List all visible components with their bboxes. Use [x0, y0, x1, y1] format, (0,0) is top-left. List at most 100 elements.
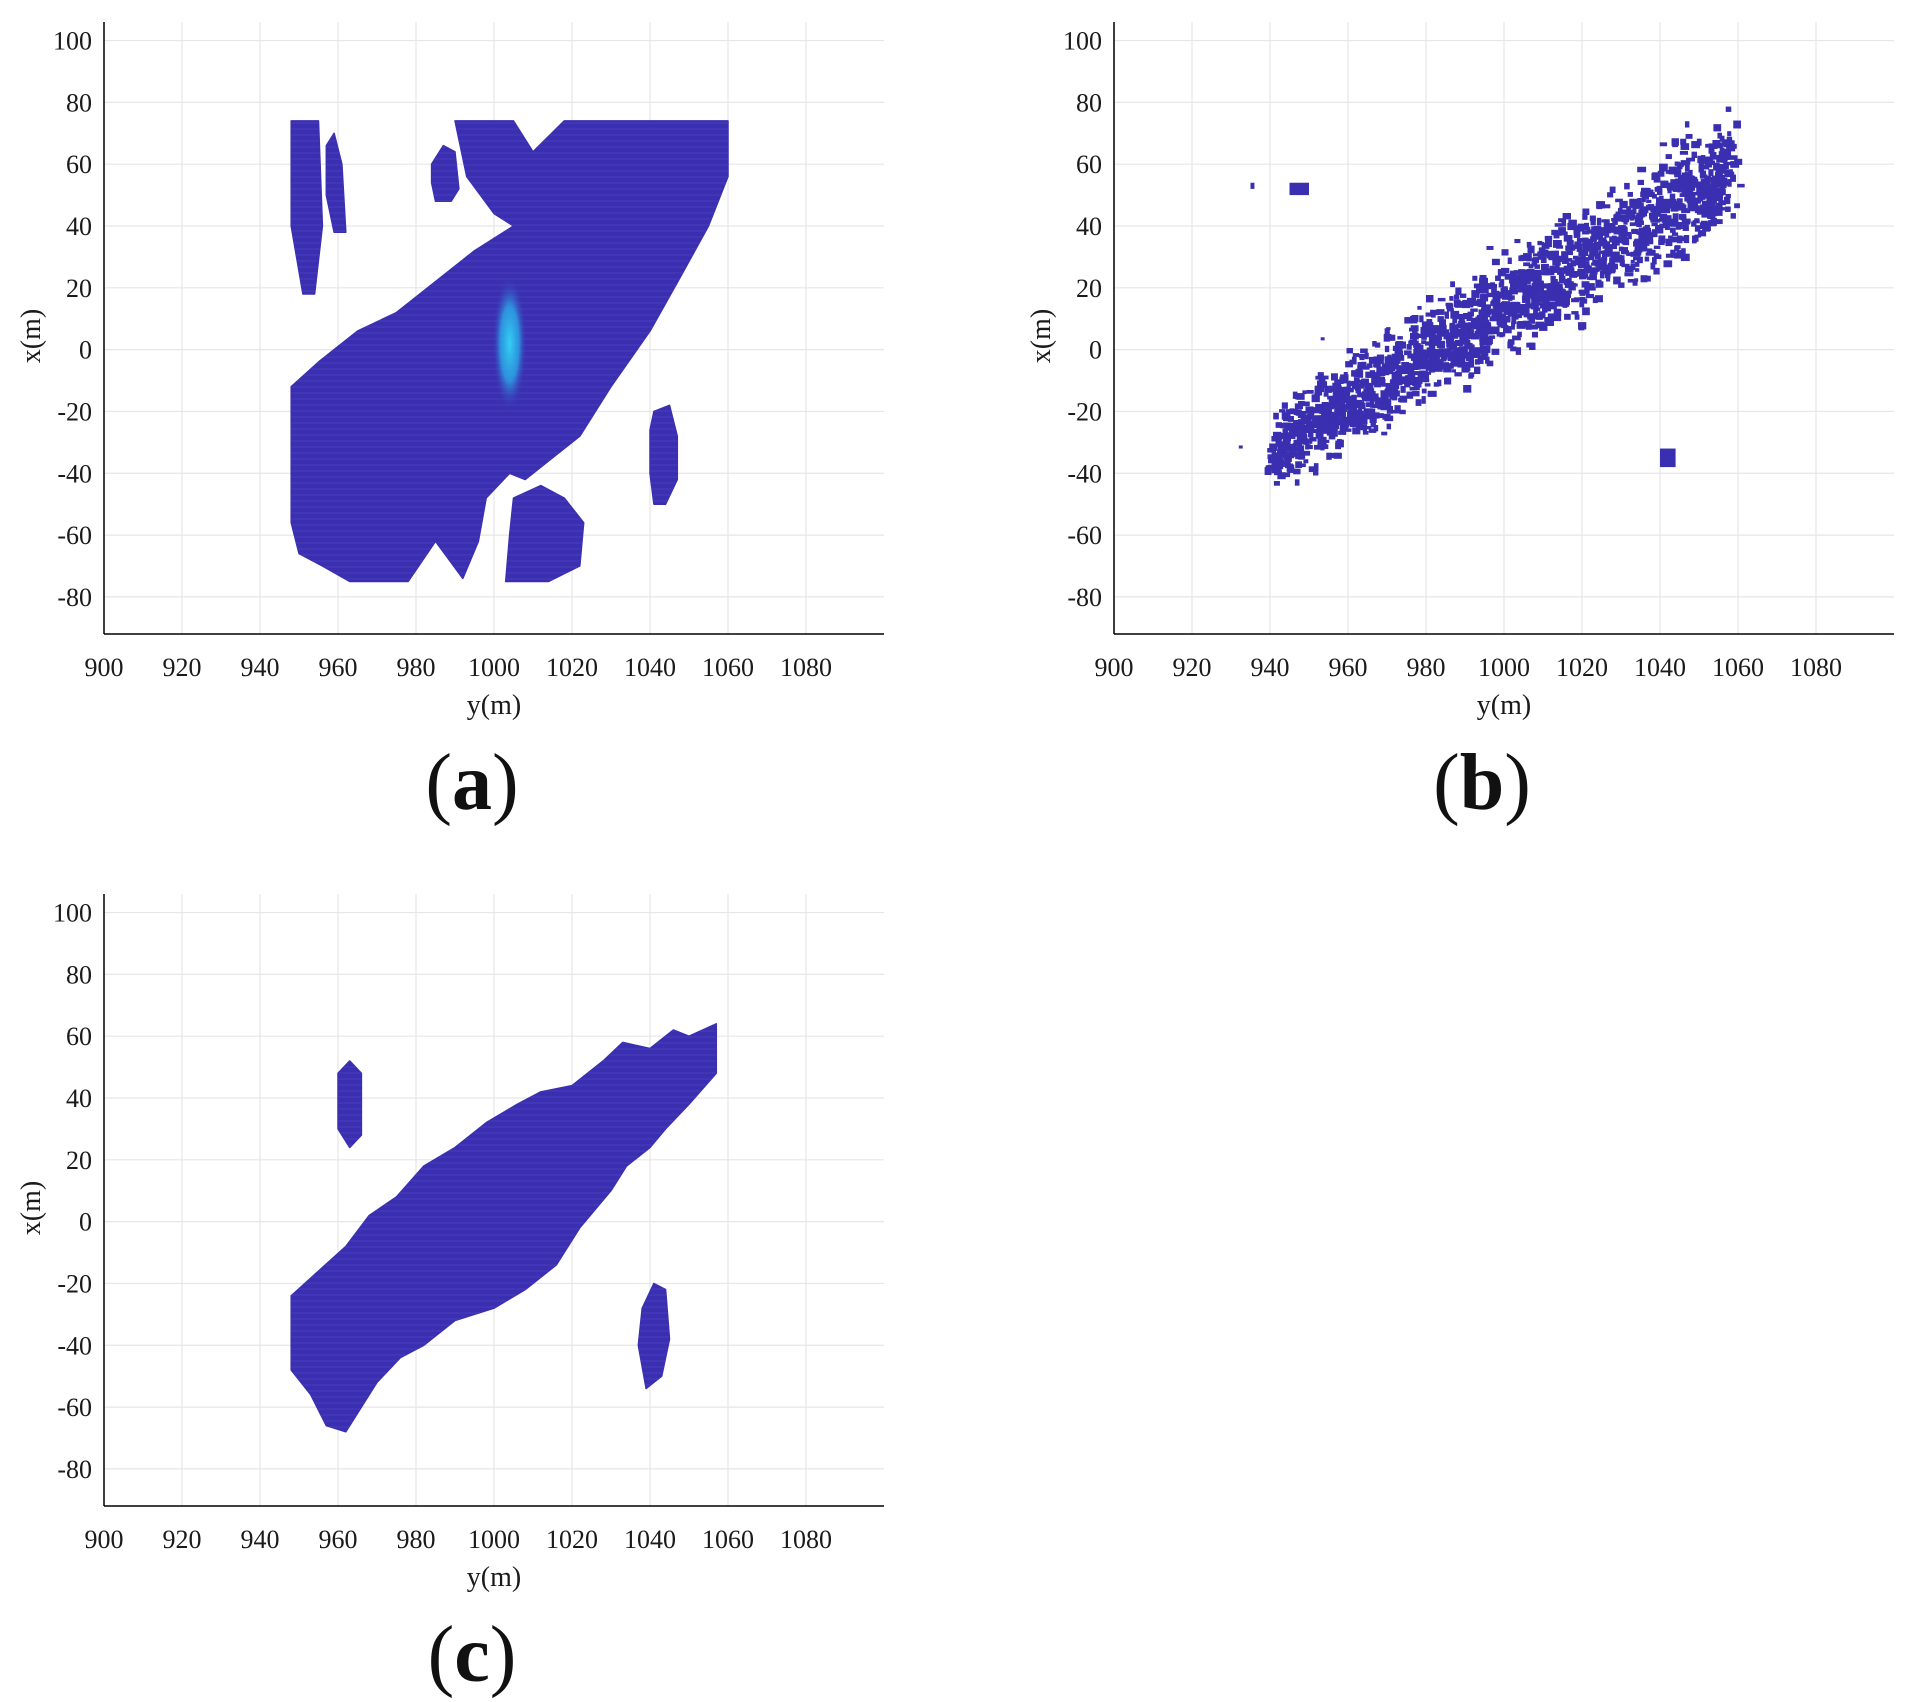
scatter-point: [1556, 300, 1564, 307]
scatter-point: [1391, 381, 1400, 390]
scatter-point: [1373, 393, 1379, 400]
scatter-point: [1454, 328, 1461, 335]
scatter-point: [1659, 142, 1668, 147]
scatter-point: [1558, 255, 1563, 262]
scatter-point: [1693, 205, 1699, 211]
scatter-point: [1281, 412, 1288, 420]
scatter-point: [1491, 330, 1500, 335]
scatter-point: [1426, 330, 1434, 338]
scatter-point: [1571, 311, 1579, 315]
scatter-point: [1720, 182, 1725, 190]
y-tick-label: 20: [1076, 274, 1102, 303]
scatter-point: [1714, 195, 1721, 202]
scatter-point: [1412, 371, 1419, 376]
scatter-point: [1472, 275, 1478, 281]
scatter-point: [1637, 179, 1645, 186]
scatter-point: [1714, 181, 1719, 185]
scatter-point: [1533, 309, 1539, 317]
scatter-point: [1343, 387, 1350, 394]
scatter-point: [1602, 250, 1607, 256]
scatter-point: [1672, 141, 1678, 148]
y-tick-label: 0: [79, 1208, 92, 1237]
scatter-point: [1289, 408, 1295, 415]
scatter-point: [1698, 165, 1704, 173]
scatter-point: [1704, 177, 1711, 184]
scatter-point: [1474, 359, 1480, 365]
scatter-point: [1410, 325, 1419, 332]
scatter-point: [1421, 388, 1427, 394]
scatter-point: [1312, 428, 1318, 433]
blob-texture-upper-island: [431, 145, 459, 202]
scatter-point: [1443, 332, 1452, 340]
scatter-point: [1705, 203, 1714, 208]
scatter-point: [1281, 402, 1288, 409]
scatter-point: [1451, 333, 1459, 339]
scatter-point: [1498, 291, 1506, 299]
scatter-point: [1582, 307, 1590, 316]
scatter-point: [1544, 270, 1553, 276]
scatter-point: [1298, 463, 1306, 468]
scatter-point: [1435, 334, 1442, 341]
scatter-point: [1459, 330, 1466, 335]
scatter-point: [1550, 275, 1556, 280]
scatter-point: [1727, 179, 1732, 187]
scatter-point: [1701, 210, 1708, 218]
scatter-point: [1433, 364, 1443, 372]
scatter-point: [1609, 186, 1616, 194]
scatter-point: [1634, 253, 1641, 257]
scatter-point: [1392, 358, 1397, 366]
scatter-point: [1659, 240, 1665, 245]
scatter-point: [1684, 121, 1690, 128]
scatter-point: [1289, 449, 1297, 454]
blob-texture-left-strip-2: [326, 133, 346, 233]
scatter-point: [1725, 206, 1731, 212]
scatter-point: [1470, 308, 1478, 312]
scatter-point: [1453, 294, 1460, 300]
scatter-point: [1498, 282, 1504, 288]
scatter-point: [1431, 349, 1440, 358]
scatter-point: [1369, 399, 1375, 408]
scatter-point: [1490, 301, 1497, 306]
scatter-point: [1660, 236, 1665, 243]
scatter-point: [1458, 315, 1465, 322]
scatter-point: [1645, 232, 1653, 239]
scatter-point: [1519, 310, 1524, 316]
scatter-point: [1292, 427, 1297, 435]
scatter-point: [1293, 468, 1301, 475]
scatter-point: [1363, 408, 1373, 416]
scatter-point: [1277, 445, 1284, 453]
scatter-point: [1485, 345, 1491, 354]
scatter-point: [1711, 176, 1720, 181]
scatter-point: [1728, 155, 1738, 160]
scatter-point: [1682, 182, 1689, 186]
x-tick-label: 1020: [546, 653, 598, 682]
scatter-point: [1288, 463, 1293, 467]
scatter-point: [1309, 437, 1317, 442]
x-tick-label: 1080: [780, 653, 832, 682]
scatter-point: [1580, 249, 1586, 258]
y-tick-label: 100: [53, 27, 92, 56]
scatter-point: [1582, 245, 1590, 252]
scatter-point: [1273, 412, 1279, 420]
scatter-point: [1582, 208, 1590, 216]
y-tick-label: -60: [57, 521, 92, 550]
scatter-point: [1708, 205, 1717, 210]
scatter-point: [1670, 249, 1676, 258]
scatter-point: [1479, 274, 1487, 279]
scatter-point: [1430, 327, 1435, 333]
scatter-point: [1491, 348, 1500, 355]
x-tick-label: 1040: [624, 1525, 676, 1554]
scatter-point: [1319, 415, 1325, 424]
scatter-point: [1714, 208, 1723, 216]
scatter-point: [1455, 303, 1463, 308]
scatter-point: [1414, 333, 1422, 338]
scatter-point: [1712, 139, 1721, 148]
scatter-island: [1660, 448, 1676, 468]
scatter-point: [1680, 216, 1687, 221]
scatter-point: [1726, 136, 1733, 142]
scatter-point: [1473, 300, 1480, 306]
scatter-point: [1475, 316, 1482, 325]
scatter-point: [1412, 382, 1422, 387]
y-tick-label: 80: [66, 960, 92, 989]
scatter-point: [1691, 235, 1697, 244]
